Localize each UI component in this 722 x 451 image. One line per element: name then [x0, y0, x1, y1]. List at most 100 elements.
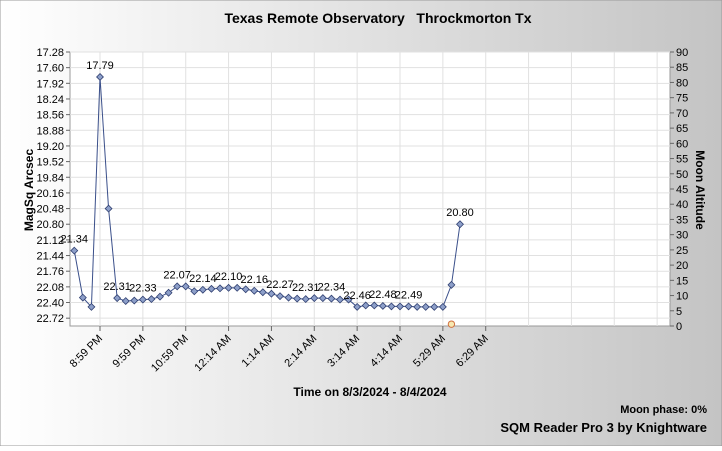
- y2-axis-label: Moon Altitude: [693, 150, 707, 230]
- x-axis-label: Time on 8/3/2024 - 8/4/2024: [293, 385, 447, 399]
- y2-tick-label: 60: [676, 138, 688, 150]
- sqm-data-point: [387, 302, 396, 311]
- y-axis-label: MagSq Arcsec: [22, 149, 36, 232]
- y-tick-label: 19.52: [36, 157, 64, 169]
- y2-tick-label: 40: [676, 199, 688, 211]
- data-label: 22.34: [318, 282, 346, 294]
- sqm-data-point: [284, 293, 293, 302]
- y-tick-label: 21.12: [36, 235, 64, 247]
- y2-tick-label: 30: [676, 230, 688, 242]
- y-tick-label: 20.48: [36, 204, 64, 216]
- sqm-data-point: [258, 288, 267, 297]
- sqm-data-point: [396, 302, 404, 311]
- sqm-data-point: [96, 72, 104, 81]
- sqm-data-point: [104, 204, 113, 213]
- sqm-data-point: [421, 302, 430, 311]
- data-label: 22.16: [241, 274, 269, 286]
- y-tick-label: 18.24: [36, 94, 64, 106]
- sqm-data-point: [190, 287, 199, 296]
- y2-tick-label: 25: [676, 245, 688, 257]
- y2-tick-label: 75: [676, 93, 688, 105]
- sqm-data-point: [156, 292, 164, 301]
- data-label: 22.31: [292, 282, 320, 294]
- sqm-data-point: [78, 293, 87, 302]
- sqm-data-point: [130, 296, 139, 305]
- y-tick-label: 20.80: [36, 219, 64, 231]
- sqm-data-point: [344, 295, 353, 304]
- y2-tick-label: 65: [676, 123, 688, 135]
- data-label: 17.79: [86, 60, 114, 72]
- data-label: 22.27: [266, 279, 294, 291]
- y2-tick-label: 55: [676, 154, 688, 166]
- y2-tick-label: 90: [676, 47, 688, 59]
- y-tick-label: 20.16: [36, 188, 64, 200]
- sqm-data-point: [207, 284, 216, 293]
- sqm-data-point: [198, 285, 207, 294]
- y2-tick-label: 20: [676, 260, 688, 272]
- y-tick-label: 22.40: [36, 298, 64, 310]
- sqm-data-point: [361, 301, 370, 310]
- data-label: 22.49: [395, 289, 423, 301]
- data-labels: 21.3417.7922.3122.3322.0722.1422.1022.16…: [61, 60, 474, 302]
- sqm-series-line: [73, 76, 461, 309]
- sqm-data-point: [181, 282, 190, 291]
- y2-tick-label: 70: [676, 108, 688, 120]
- sqm-data-point: [438, 302, 447, 311]
- data-label: 22.31: [103, 281, 131, 293]
- sqm-data-point: [447, 280, 456, 289]
- sqm-data-point: [336, 295, 344, 304]
- sqm-data-point: [147, 295, 156, 304]
- sqm-data-point: [353, 302, 362, 311]
- y2-tick-label: 45: [676, 184, 688, 196]
- moon-phase-text: Moon phase: 0%: [620, 404, 707, 416]
- sqm-data-point: [310, 294, 319, 303]
- sqm-data-point: [233, 283, 242, 292]
- y2-tick-label: 10: [676, 291, 688, 303]
- sqm-data-point: [70, 246, 79, 255]
- y-tick-label: 18.88: [36, 125, 64, 137]
- y-tick-label: 18.56: [36, 110, 64, 122]
- y-tick-label: 22.72: [36, 313, 64, 325]
- data-label: 22.07: [163, 269, 191, 281]
- sqm-data-point: [267, 289, 276, 298]
- plot-area: [69, 51, 671, 327]
- sqm-data-point: [293, 294, 302, 303]
- sqm-data-point: [456, 220, 464, 229]
- sqm-data-point: [327, 294, 336, 303]
- sqm-data-point: [173, 282, 182, 291]
- y-tick-label: 17.60: [36, 63, 64, 75]
- y2-tick-label: 50: [676, 169, 688, 181]
- sqm-data-point: [301, 295, 310, 304]
- y-tick-label: 21.76: [36, 266, 64, 278]
- y2-tick-label: 85: [676, 62, 688, 74]
- credit-text: SQM Reader Pro 3 by Knightware: [500, 420, 707, 435]
- y-tick-label: 21.44: [36, 251, 64, 263]
- sqm-data-point: [224, 283, 233, 292]
- data-label: 21.34: [61, 234, 89, 246]
- grid-lines: [70, 51, 670, 326]
- data-label: 22.48: [369, 289, 397, 301]
- y2-tick-label: 0: [676, 321, 682, 333]
- y2-tick-label: 80: [676, 77, 688, 89]
- sqm-data-point: [276, 292, 284, 301]
- sqm-data-point: [121, 297, 130, 306]
- data-label: 22.46: [343, 290, 371, 302]
- y-tick-label: 17.92: [36, 78, 64, 90]
- data-label: 22.33: [129, 283, 157, 295]
- sqm-data-point: [87, 302, 96, 311]
- y-tick-label: 19.20: [36, 141, 64, 153]
- data-label: 20.80: [446, 207, 474, 219]
- sqm-data-point: [216, 284, 224, 293]
- y2-tick-label: 35: [676, 214, 688, 226]
- y-tick-label: 22.08: [36, 282, 64, 294]
- data-label: 22.10: [215, 271, 243, 283]
- sqm-data-point: [164, 288, 173, 297]
- sqm-data-point: [370, 301, 379, 310]
- sqm-data-point: [138, 295, 147, 304]
- chart-title: Texas Remote Observatory Throckmorton Tx: [224, 10, 531, 26]
- data-label: 22.14: [189, 273, 217, 285]
- sqm-data-point: [430, 302, 439, 311]
- sqm-data-point: [413, 302, 422, 311]
